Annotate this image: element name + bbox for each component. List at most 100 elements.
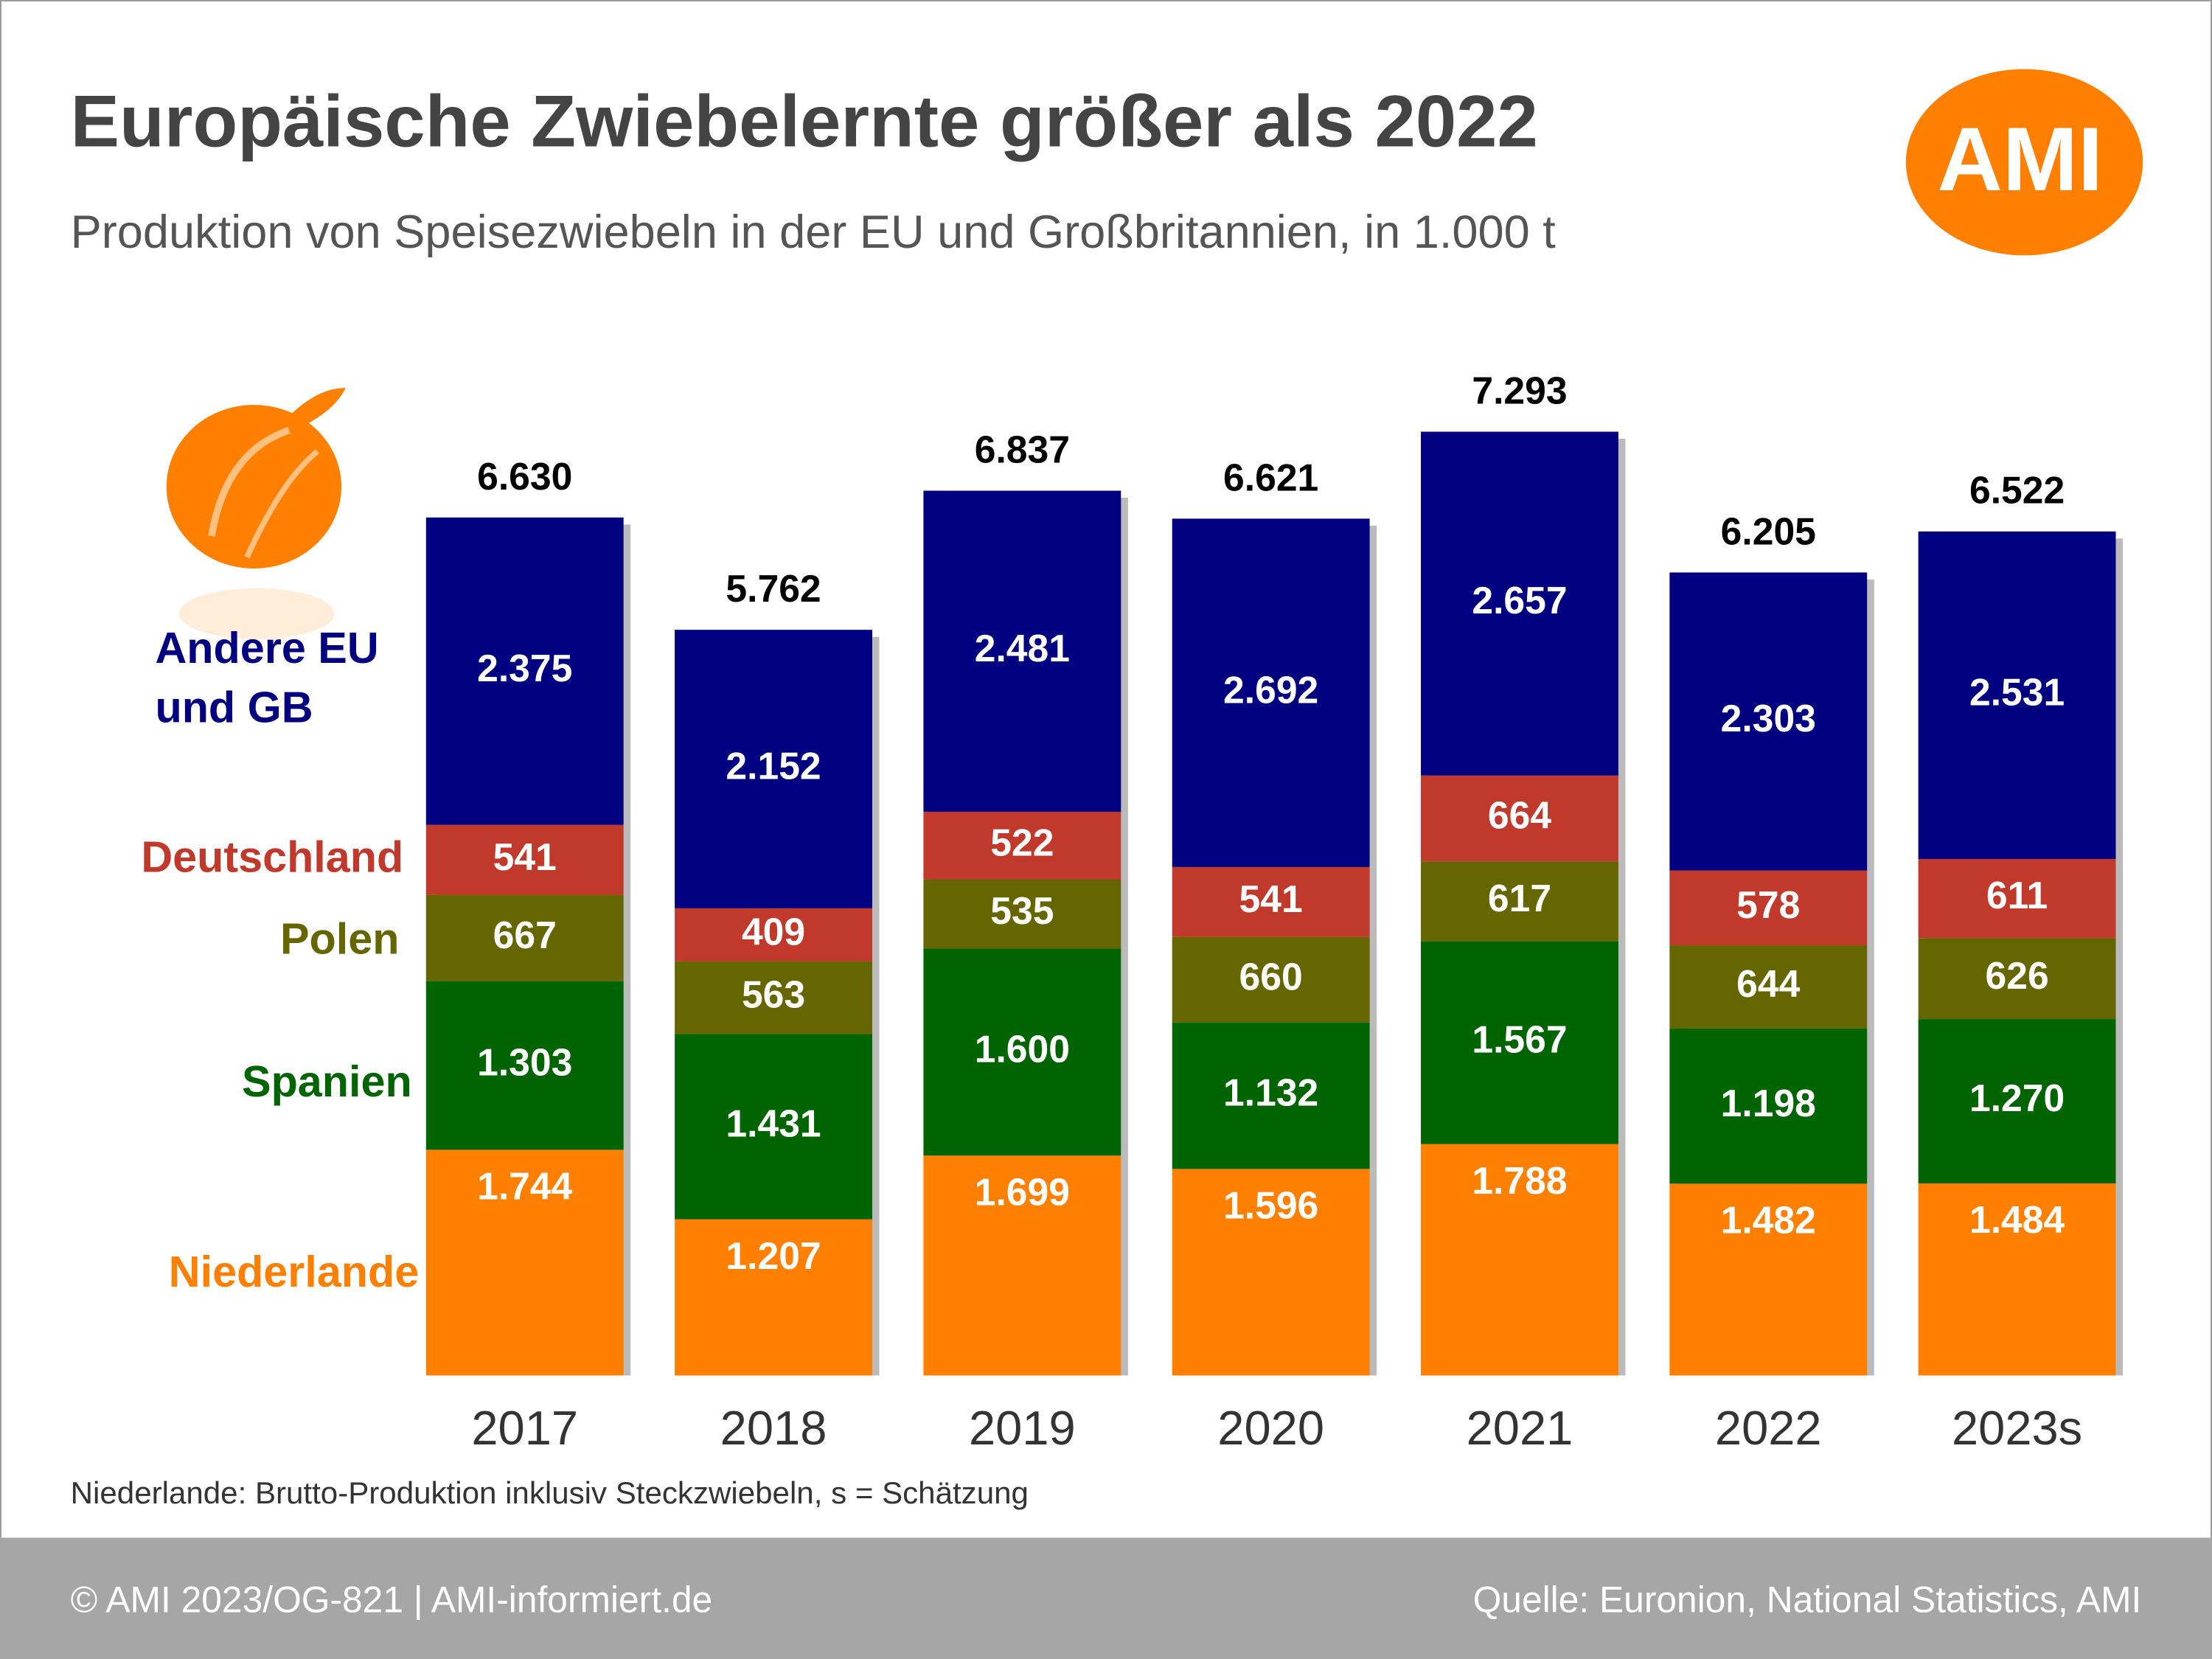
value-label: 2.303 [1721,697,1816,740]
bar-segment [1669,945,1868,1029]
bar-segment [675,961,872,1034]
x-tick-label: 2020 [1217,1401,1324,1455]
value-label: 626 [1986,954,2049,997]
bar-segment [1669,1029,1868,1184]
value-label: 522 [990,821,1054,863]
value-label: 1.431 [726,1102,821,1145]
bar-segment [1669,572,1868,871]
bar-segment [425,894,624,981]
value-label: 644 [1736,962,1800,1005]
value-label: 2.531 [1969,671,2065,714]
bar-segment [1918,1183,2116,1376]
bar-segment [923,1155,1121,1376]
x-tick-label: 2023s [1952,1401,2082,1455]
total-label: 6.621 [1223,456,1318,498]
bar-segment [923,811,1121,880]
value-label: 535 [990,889,1054,932]
value-label: 1.132 [1223,1071,1318,1114]
legend-label: Andere EU und GB [155,623,379,732]
total-label: 7.293 [1472,369,1567,411]
x-tick-label: 2022 [1715,1401,1822,1455]
footer-copyright: © AMI 2023/OG-821 | AMI-informiert.de [71,1579,713,1621]
bar-segment [425,1150,624,1376]
chart-title: Europäische Zwiebelernte größer als 2022 [71,80,1538,162]
value-label: 1.207 [726,1234,821,1277]
footer-band [0,1537,2212,1659]
value-label: 2.375 [477,647,572,689]
value-label: 611 [1986,874,2048,917]
bar-segment [1421,861,1618,942]
value-label: 563 [742,973,805,1016]
bar-segment [1918,858,2116,939]
value-label: 1.699 [975,1170,1070,1213]
bar-segment [1421,1144,1618,1376]
value-label: 1.198 [1721,1082,1816,1124]
value-label: 1.303 [477,1041,572,1084]
legend-label: Deutschland [141,832,403,882]
legend-label: Niederlande [169,1247,419,1296]
x-tick-label: 2018 [720,1401,827,1455]
x-tick-label: 2019 [969,1401,1076,1455]
bar-segment [1172,1169,1370,1376]
bar-segment [923,948,1121,1156]
footer-source: Quelle: Euronion, National Statistics, A… [1473,1579,2142,1621]
bar-segment [675,630,872,908]
value-label: 2.481 [975,627,1070,669]
bar-segment [1421,775,1618,862]
chart-subtitle: Produktion von Speisezwiebeln in der EU … [71,206,1557,258]
bar-segment [1918,531,2116,859]
value-label: 541 [493,835,557,878]
value-label: 617 [1488,877,1551,919]
value-label: 1.744 [477,1165,573,1208]
value-label: 1.600 [975,1027,1070,1070]
value-label: 2.657 [1472,579,1567,622]
bar-segment [1172,1022,1370,1169]
bar-segment [1669,870,1868,946]
bar-segment [1172,866,1370,937]
total-label: 5.762 [726,567,821,610]
value-label: 541 [1239,877,1303,920]
value-label: 1.596 [1223,1184,1318,1227]
bar-segment [675,908,872,961]
value-label: 1.482 [1721,1199,1816,1242]
x-tick-label: 2017 [471,1401,578,1455]
value-label: 1.484 [1969,1198,2065,1241]
bar-segment [1918,1019,2116,1183]
value-label: 2.692 [1223,668,1318,711]
total-label: 6.205 [1721,509,1816,552]
bar-segment [1421,941,1618,1144]
bar-segment [923,490,1121,812]
logo-badge [1905,69,2143,256]
value-label: 2.152 [726,745,821,787]
value-label: 660 [1239,955,1303,998]
legend-label: Polen [280,914,399,964]
value-label: 409 [742,910,805,953]
bar-segment [1172,936,1370,1023]
bar-segment [425,517,624,825]
total-label: 6.837 [975,428,1070,470]
value-label: 664 [1488,794,1551,837]
bar-segment [1918,938,2116,1020]
total-label: 6.522 [1969,469,2065,512]
legend-label: Spanien [242,1057,412,1106]
bar-segment [675,1219,872,1376]
legend-label-box: Andere EU und GB [155,623,379,732]
x-tick-label: 2021 [1467,1401,1573,1455]
footnote: Niederlande: Brutto-Produktion inklusiv … [71,1475,1029,1510]
value-label: 667 [493,914,557,956]
bar-segment [425,981,624,1150]
logo-text: AMI [1938,108,2103,209]
bar-segment [425,824,624,895]
onion-icon [166,388,346,639]
value-label: 1.567 [1472,1018,1567,1061]
value-label: 578 [1736,883,1800,926]
value-label: 1.788 [1472,1159,1567,1202]
bar-segment [675,1034,872,1220]
total-label: 6.630 [477,455,572,498]
bar-segment [1669,1183,1868,1376]
bar-segment [1421,431,1618,776]
bar-segment [1172,518,1370,867]
bar-segment [923,879,1121,949]
